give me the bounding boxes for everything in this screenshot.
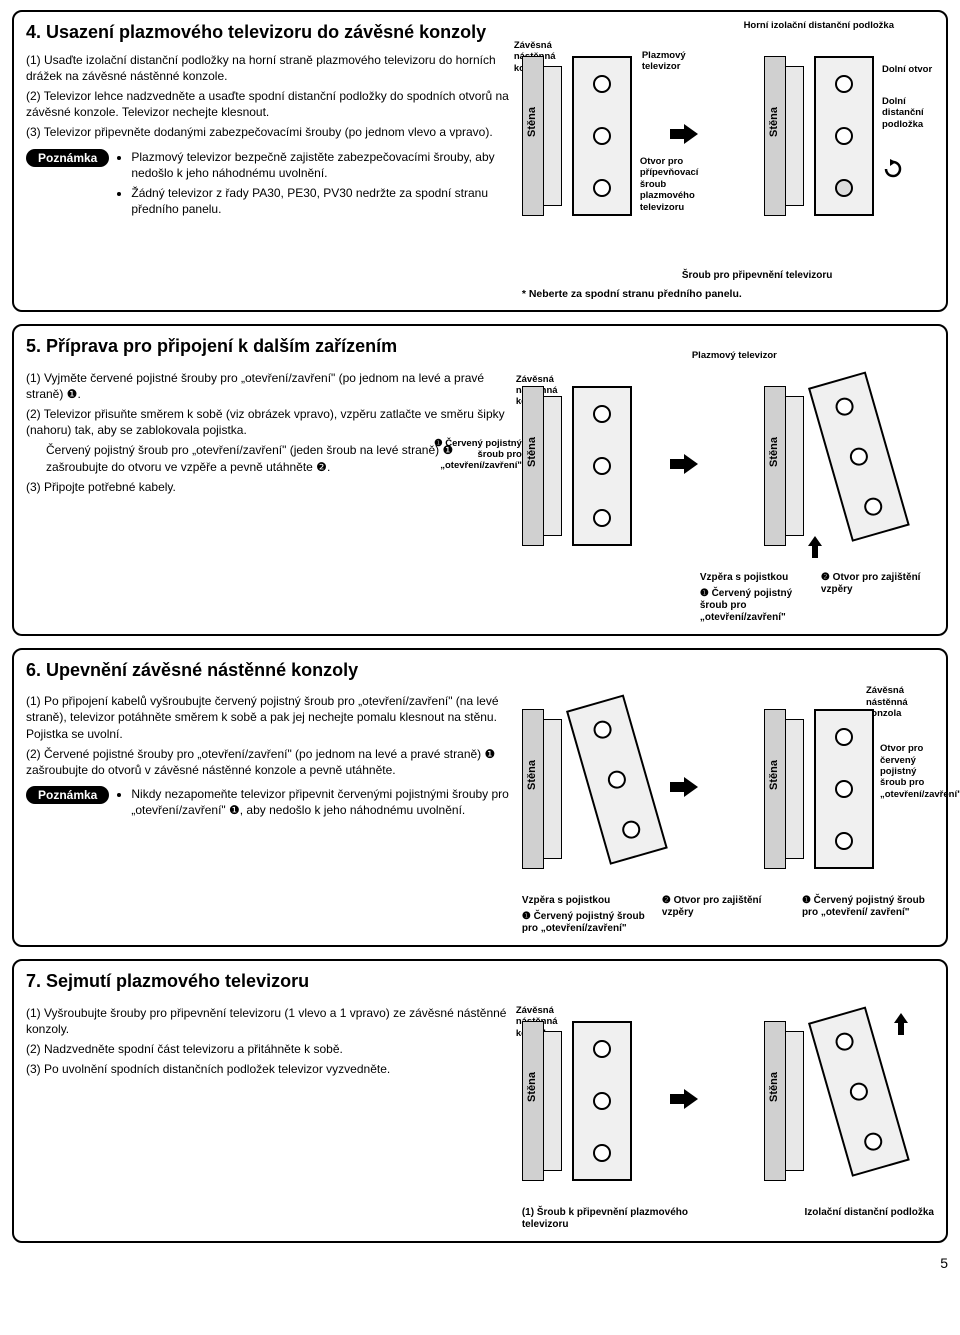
label-screw1: ❶ Červený pojistný šroub pro „otevření/z… <box>700 588 813 624</box>
step-text: (2) Televizor přisuňte směrem k sobě (vi… <box>26 406 510 438</box>
rotate-icon <box>884 158 902 188</box>
label-hole: ❷ Otvor pro zajištění vzpěry <box>662 895 794 919</box>
wall-label: Stěna <box>526 107 538 137</box>
section-4-title: 4. Usazení plazmového televizoru do závě… <box>26 22 510 44</box>
diagram-left: Stěna ❶ Červený pojistný šroub pro „otev… <box>522 366 692 566</box>
section-7-title: 7. Sejmutí plazmového televizoru <box>26 971 934 993</box>
label-strut: Vzpěra s pojistkou <box>522 895 654 907</box>
label-screw: ❶ Červený pojistný šroub pro „otevření/z… <box>424 438 522 472</box>
diagram-left: Stěna <box>522 689 692 889</box>
step-text: (1) Po připojení kabelů vyšroubujte červ… <box>26 693 510 742</box>
label-screw: (1) Šroub k připevnění plazmového televi… <box>522 1207 724 1231</box>
wall-label: Stěna <box>768 760 780 790</box>
label-spacer: Dolní distanční podložka <box>882 96 938 130</box>
note-badge: Poznámka <box>26 149 109 167</box>
label-screw: Šroub pro připevnění televizoru <box>682 270 934 282</box>
step-text: (2) Nadzvedněte spodní část televizoru a… <box>26 1041 510 1057</box>
wall-label: Stěna <box>526 760 538 790</box>
note-item: Nikdy nezapomeňte televizor připevnit če… <box>131 786 509 818</box>
diagram-right: Stěna Dolní otvor Dolní distanční podlož… <box>764 36 934 266</box>
section-7: 7. Sejmutí plazmového televizoru (1) Vyš… <box>12 959 948 1243</box>
footnote: * Neberte za spodní stranu předního pane… <box>522 288 934 300</box>
label-hole-red: Otvor pro červený pojistný šroub pro „ot… <box>880 743 940 800</box>
section-6-title: 6. Upevnění závěsné nástěnné konzoly <box>26 660 934 682</box>
step-text: (3) Po uvolnění spodních distančních pod… <box>26 1061 510 1077</box>
diagram-left: Stěna Plazmový televizor Otvor pro přípe… <box>522 36 692 266</box>
diagram-left: Stěna <box>522 1001 692 1201</box>
label-top-spacer: Horní izolační distanční podložka <box>744 20 894 31</box>
step-text: (2) Červené pojistné šrouby pro „otevřen… <box>26 746 510 778</box>
label-strut: Vzpěra s pojistkou <box>700 572 813 584</box>
label-hole2: ❷ Otvor pro zajištění vzpěry <box>821 572 934 596</box>
step-text: (3) Televizor připevněte dodanými zabezp… <box>26 124 510 140</box>
label-screw: ❶ Červený pojistný šroub pro „otevření/z… <box>522 911 654 935</box>
section-5-title: 5. Příprava pro připojení k dalším zaříz… <box>26 336 934 358</box>
step-text: (2) Televizor lehce nadzvedněte a usaďte… <box>26 88 510 120</box>
label-screw-right: ❶ Červený pojistný šroub pro „otevření/ … <box>802 895 934 919</box>
label-tv: Plazmový televizor <box>692 350 777 361</box>
label-spacer: Izolační distanční podložka <box>732 1207 934 1219</box>
diagram-right: Stěna Otvor pro červený pojistný šroub p… <box>764 689 934 889</box>
note-item: Žádný televizor z řady PA30, PE30, PV30 … <box>131 185 509 217</box>
wall-label: Stěna <box>526 437 538 467</box>
diagram-right: Stěna <box>764 1001 934 1201</box>
note-badge: Poznámka <box>26 786 109 804</box>
step-text: (1) Usaďte izolační distanční podložky n… <box>26 52 510 84</box>
page-number: 5 <box>12 1255 948 1271</box>
wall-label: Stěna <box>768 1072 780 1102</box>
diagram-right: Stěna <box>764 366 934 566</box>
wall-label: Stěna <box>526 1072 538 1102</box>
label-tv: Plazmový televizor <box>642 50 700 73</box>
wall-label: Stěna <box>768 107 780 137</box>
section-6: 6. Upevnění závěsné nástěnné konzoly (1)… <box>12 648 948 948</box>
section-5: 5. Příprava pro připojení k dalším zaříz… <box>12 324 948 636</box>
wall-label: Stěna <box>768 437 780 467</box>
step-text: (1) Vyjměte červené pojistné šrouby pro … <box>26 370 510 402</box>
step-text: (3) Připojte potřebné kabely. <box>26 479 510 495</box>
note-item: Plazmový televizor bezpečně zajistěte za… <box>131 149 509 181</box>
section-4: 4. Usazení plazmového televizoru do závě… <box>12 10 948 312</box>
label-top-hole: Dolní otvor <box>882 64 934 75</box>
step-text: (1) Vyšroubujte šrouby pro připevnění te… <box>26 1005 510 1037</box>
label-bottom-left: Otvor pro přípevňovací šroub plazmového … <box>640 156 700 213</box>
